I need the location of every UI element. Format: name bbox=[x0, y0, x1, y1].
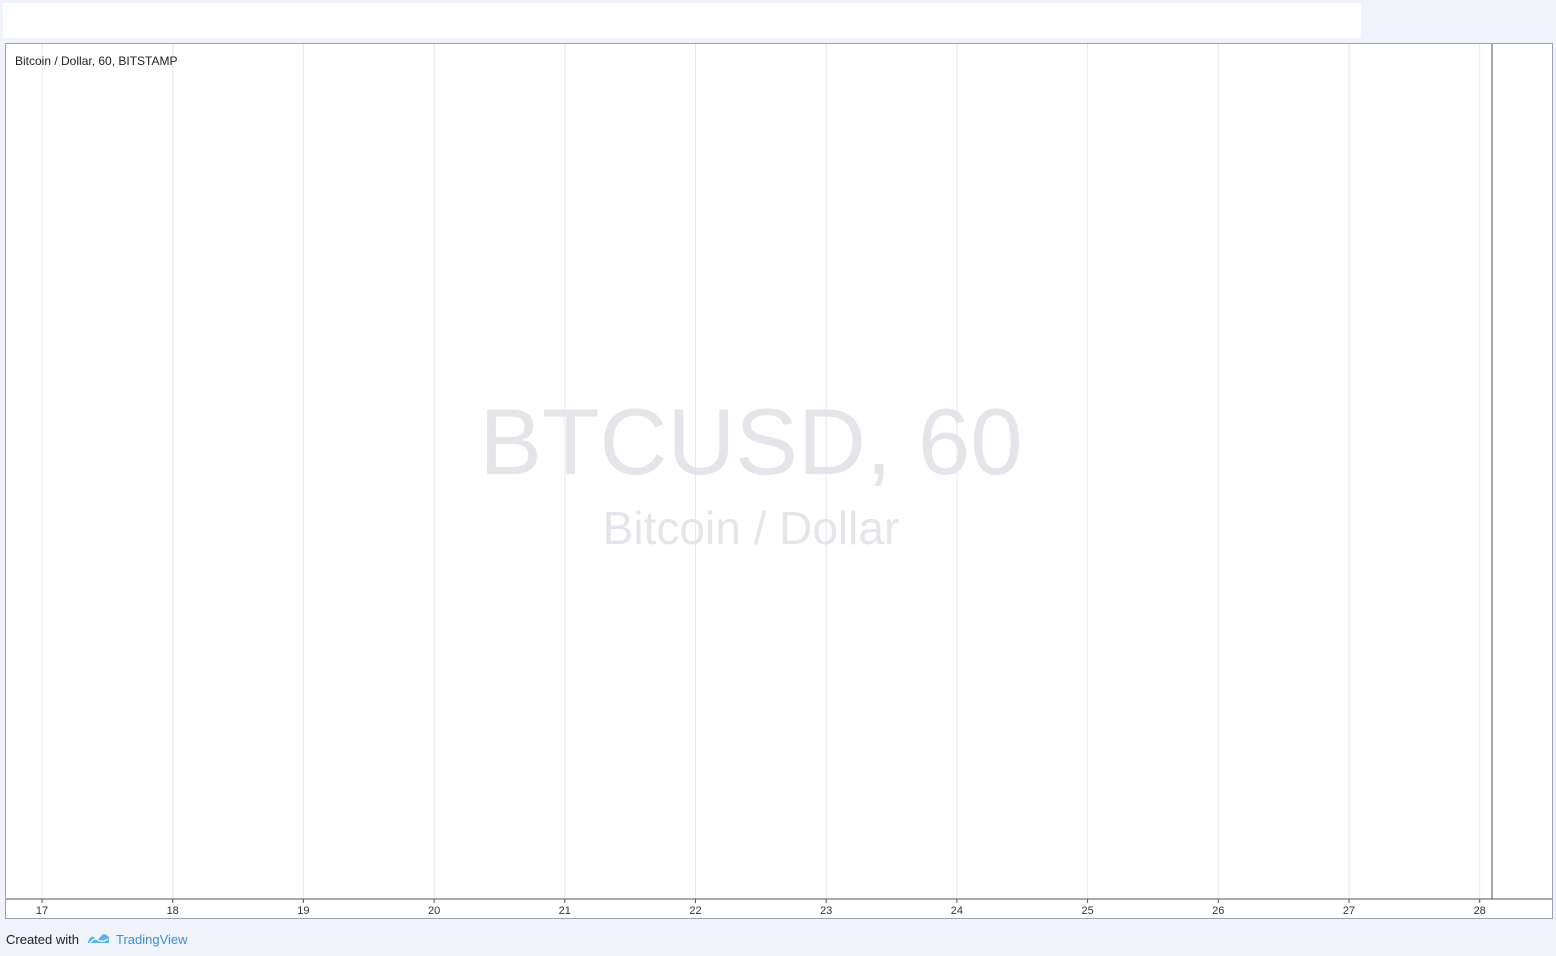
x-tick-label: 18 bbox=[167, 905, 179, 917]
x-tick-label: 24 bbox=[951, 905, 963, 917]
x-tick-label: 28 bbox=[1474, 905, 1486, 917]
x-tick-label: 21 bbox=[559, 905, 571, 917]
x-tick-label: 19 bbox=[297, 905, 309, 917]
tradingview-link[interactable]: TradingView bbox=[115, 931, 188, 947]
x-tick-label: 23 bbox=[820, 905, 832, 917]
tradingview-logo-icon[interactable] bbox=[87, 931, 111, 948]
x-tick-label: 17 bbox=[36, 905, 48, 917]
watermark-symbol: BTCUSD, 60 bbox=[479, 389, 1022, 494]
x-tick-label: 22 bbox=[689, 905, 701, 917]
candlestick-chart[interactable]: BTCUSD, 60 Bitcoin / Dollar 7200.007300.… bbox=[6, 44, 1552, 918]
watermark: BTCUSD, 60 Bitcoin / Dollar bbox=[479, 389, 1022, 554]
created-with-label: Created with bbox=[6, 931, 79, 947]
chart-frame: BTCUSD, 60 Bitcoin / Dollar 7200.007300.… bbox=[5, 43, 1553, 919]
watermark-name: Bitcoin / Dollar bbox=[603, 502, 900, 554]
chart-legend-title: Bitcoin / Dollar, 60, BITSTAMP bbox=[15, 54, 178, 68]
grid-layer bbox=[41, 44, 1481, 899]
footer: Created with TradingView bbox=[6, 928, 188, 950]
top-toolbar bbox=[3, 3, 1361, 38]
x-tick-label: 25 bbox=[1081, 905, 1093, 917]
price-axis[interactable]: 7200.007300.007400.007500.007600.007700.… bbox=[1491, 44, 1546, 899]
x-tick-label: 26 bbox=[1212, 905, 1224, 917]
x-tick-label: 20 bbox=[428, 905, 440, 917]
x-tick-label: 27 bbox=[1343, 905, 1355, 917]
time-axis[interactable]: 17 18 19 20 21 22 23 24 25 26 27 28 bbox=[6, 898, 1552, 917]
